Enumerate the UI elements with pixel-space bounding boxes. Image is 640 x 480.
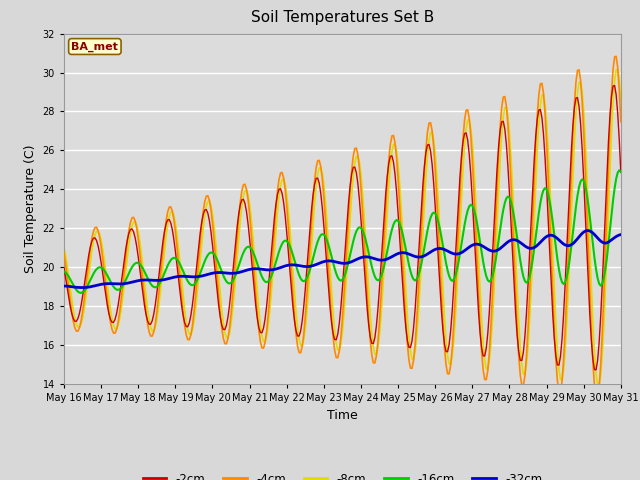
Title: Soil Temperatures Set B: Soil Temperatures Set B xyxy=(251,11,434,25)
X-axis label: Time: Time xyxy=(327,408,358,421)
Text: BA_met: BA_met xyxy=(72,41,118,52)
Legend: -2cm, -4cm, -8cm, -16cm, -32cm: -2cm, -4cm, -8cm, -16cm, -32cm xyxy=(138,468,547,480)
Y-axis label: Soil Temperature (C): Soil Temperature (C) xyxy=(24,144,37,273)
